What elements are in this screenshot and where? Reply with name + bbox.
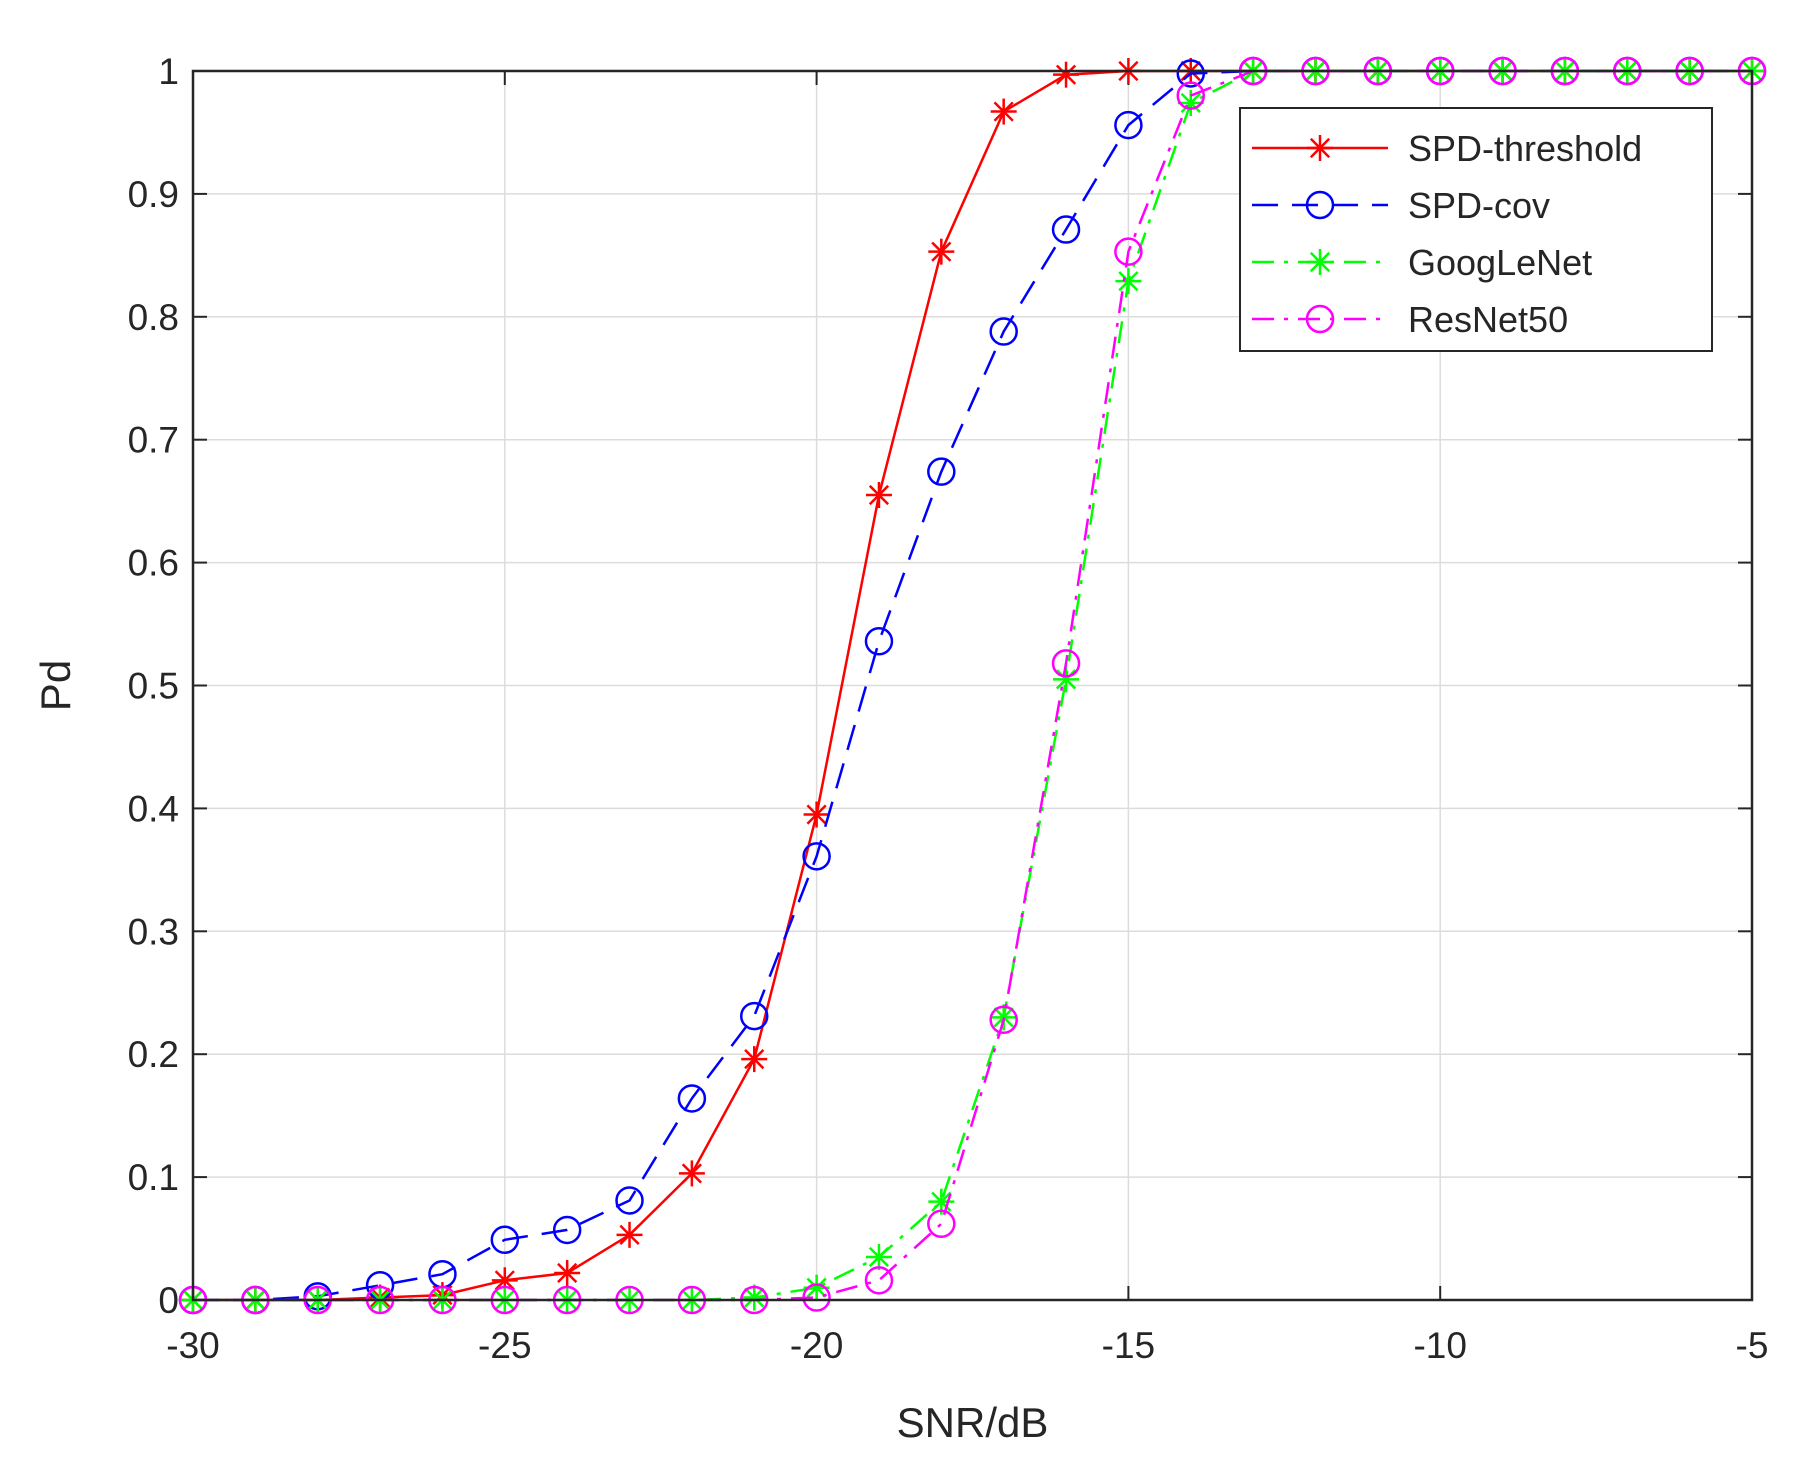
data-point-marker bbox=[928, 238, 955, 265]
y-tick-labels: 0 0.1 0.2 0.3 0.4 0.5 0.6 0.7 0.8 0.9 1 bbox=[128, 51, 179, 1321]
legend-marker bbox=[1305, 304, 1335, 334]
data-point-marker bbox=[802, 842, 831, 871]
y-tick-label: 0.1 bbox=[128, 1157, 179, 1198]
y-tick-label: 0 bbox=[158, 1280, 179, 1321]
data-point-marker bbox=[864, 627, 894, 656]
y-tick-label: 0.5 bbox=[128, 666, 179, 707]
y-tick-label: 0.8 bbox=[128, 297, 179, 338]
data-point-marker bbox=[554, 1259, 581, 1286]
data-point-marker bbox=[739, 1001, 769, 1031]
data-point-marker bbox=[803, 801, 830, 828]
data-point-marker bbox=[1176, 81, 1206, 110]
data-point-marker bbox=[927, 1209, 956, 1239]
y-tick-label: 0.7 bbox=[128, 420, 179, 461]
legend-label: ResNet50 bbox=[1408, 299, 1568, 340]
legend-entry: GoogLeNet bbox=[1252, 242, 1592, 283]
data-point-marker bbox=[990, 98, 1017, 125]
legend-marker bbox=[1307, 135, 1333, 161]
data-point-marker bbox=[864, 1266, 894, 1295]
data-point-marker bbox=[1053, 61, 1080, 88]
y-tick-label: 1 bbox=[158, 51, 179, 92]
data-point-marker bbox=[678, 1160, 705, 1187]
legend-marker bbox=[1307, 249, 1333, 275]
legend-label: SPD-cov bbox=[1408, 185, 1550, 226]
data-point-marker bbox=[615, 1186, 644, 1215]
data-point-marker bbox=[1177, 89, 1204, 116]
y-tick-label: 0.9 bbox=[128, 174, 179, 215]
data-point-marker bbox=[865, 482, 892, 509]
x-tick-label: -30 bbox=[166, 1325, 219, 1366]
x-tick-label: -15 bbox=[1102, 1325, 1155, 1366]
x-axis-label: SNR/dB bbox=[897, 1399, 1049, 1446]
x-tick-label: -5 bbox=[1736, 1325, 1769, 1366]
data-point-marker bbox=[1053, 666, 1080, 693]
y-tick-label: 0.3 bbox=[128, 911, 179, 952]
y-tick-label: 0.2 bbox=[128, 1034, 179, 1075]
data-point-marker bbox=[1114, 110, 1143, 140]
y-axis-label: Pd bbox=[32, 660, 79, 711]
legend: SPD-threshold SPD-cov GoogLeNet ResNet50 bbox=[1239, 107, 1713, 352]
grid bbox=[192, 70, 1753, 1301]
data-point-marker bbox=[989, 317, 1018, 346]
data-point-marker bbox=[802, 1283, 831, 1312]
data-point-marker bbox=[990, 1004, 1017, 1031]
x-tick-label: -10 bbox=[1413, 1325, 1466, 1366]
data-point-marker bbox=[1115, 268, 1142, 295]
data-point-marker bbox=[741, 1284, 768, 1311]
y-tick-label: 0.6 bbox=[128, 543, 179, 584]
y-tick-label: 0.4 bbox=[128, 788, 179, 829]
data-point-marker bbox=[677, 1084, 707, 1113]
data-point-marker bbox=[1051, 215, 1081, 244]
x-tick-labels: -30 -25 -20 -15 -10 -5 bbox=[166, 1325, 1768, 1366]
data-point-marker bbox=[865, 1243, 892, 1270]
legend-marker bbox=[1305, 190, 1335, 220]
legend-entry: SPD-threshold bbox=[1252, 128, 1642, 169]
legend-label: GoogLeNet bbox=[1408, 242, 1592, 283]
data-point-marker bbox=[927, 457, 956, 486]
data-point-marker bbox=[616, 1221, 643, 1248]
series-line bbox=[193, 69, 1752, 1302]
legend-entry: ResNet50 bbox=[1252, 299, 1568, 340]
x-tick-label: -20 bbox=[790, 1325, 843, 1366]
x-tick-label: -25 bbox=[478, 1325, 531, 1366]
legend-label: SPD-threshold bbox=[1408, 128, 1642, 169]
data-point-marker bbox=[490, 1225, 520, 1255]
data-point-marker bbox=[741, 1046, 768, 1073]
data-point-marker bbox=[1051, 649, 1081, 678]
data-point-marker bbox=[1176, 59, 1206, 88]
data-point-marker bbox=[989, 1005, 1018, 1035]
data-point-marker bbox=[552, 1215, 582, 1245]
plot-frame bbox=[191, 69, 1754, 1302]
legend-entry: SPD-cov bbox=[1252, 185, 1550, 226]
data-point-marker bbox=[1114, 237, 1143, 266]
